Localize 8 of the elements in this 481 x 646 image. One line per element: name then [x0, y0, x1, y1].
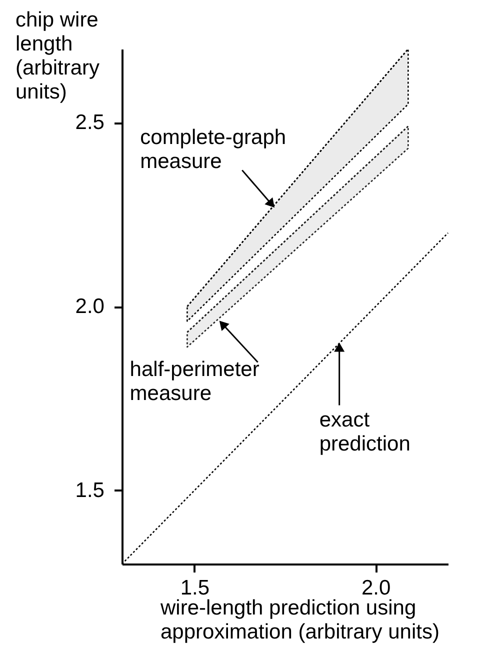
- y-axis-title: chip wire length (arbitrary units): [16, 8, 100, 104]
- y-tick-label: 1.5: [75, 478, 104, 502]
- annotation: complete-graph measure: [140, 126, 286, 174]
- annotation: exact prediction: [319, 408, 410, 456]
- y-tick-label: 2.5: [75, 111, 104, 134]
- y-tick-label: 2.0: [75, 295, 104, 318]
- annotation: half-perimeter measure: [130, 358, 260, 406]
- x-axis-title: wire-length prediction using approximation (arbitrary units): [160, 596, 440, 644]
